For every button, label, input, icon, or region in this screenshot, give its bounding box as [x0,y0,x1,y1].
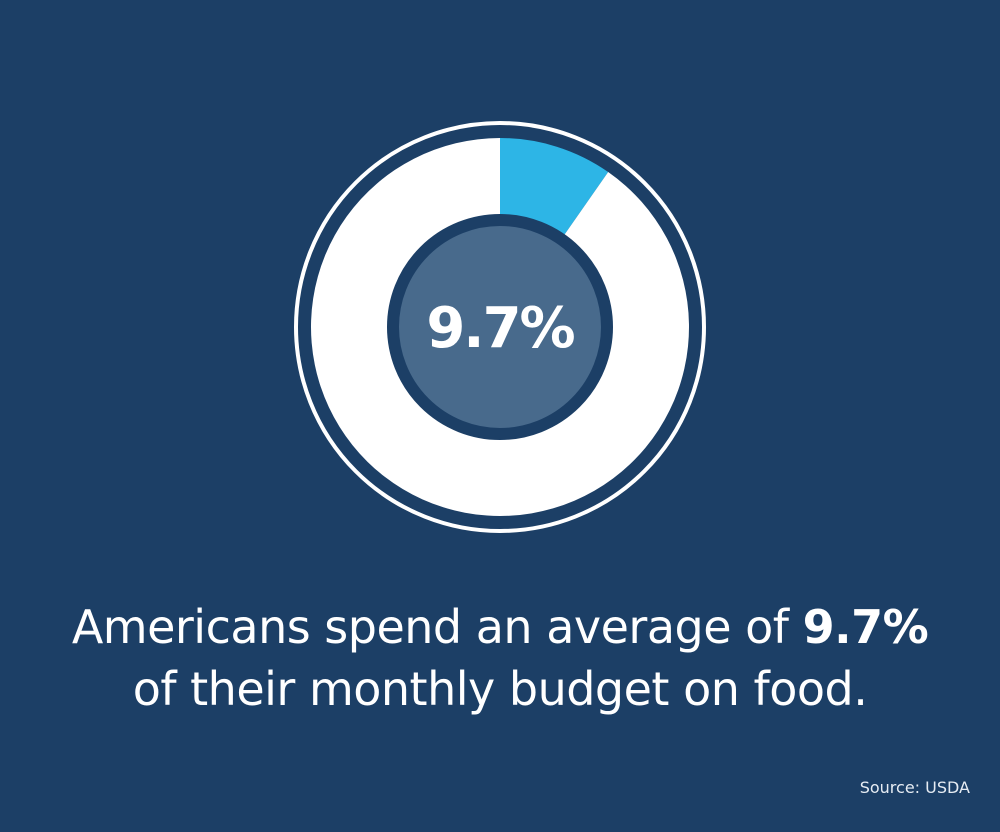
caption-highlight-value: 9.7% [802,600,929,654]
caption-line-2: of their monthly budget on food. [132,662,868,716]
caption: Americans spend an average of 9.7% of th… [0,596,1000,720]
center-circle [387,214,613,440]
source-credit: Source: USDA [859,778,970,797]
center-value-label: 9.7% [426,296,574,361]
caption-line-1: Americans spend an average of 9.7% [0,596,1000,658]
caption-text: Americans spend an average of [71,600,803,654]
outer-ring [294,121,706,533]
donut-chart: 9.7% [294,121,706,533]
